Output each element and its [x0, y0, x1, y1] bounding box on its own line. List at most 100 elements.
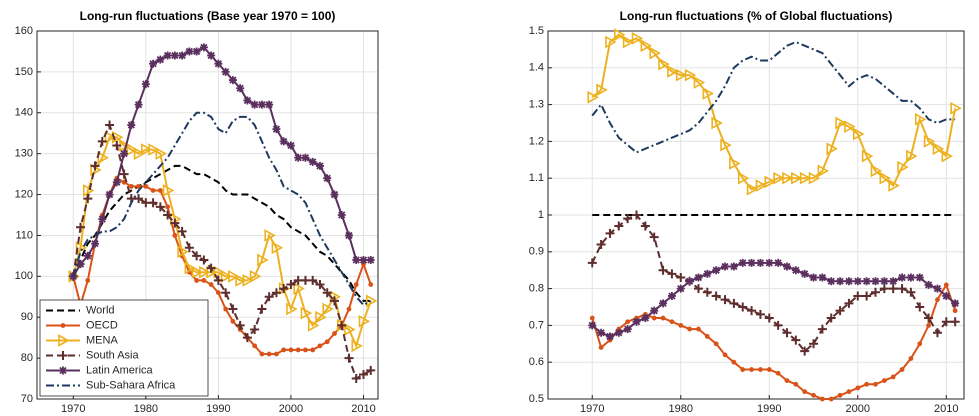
marker [782, 171, 794, 185]
marker [782, 262, 791, 271]
marker [782, 328, 792, 338]
marker [684, 68, 697, 82]
y-tick-label: 1.4 [529, 62, 544, 74]
marker [90, 161, 100, 171]
marker [817, 164, 830, 178]
marker [649, 46, 661, 60]
marker [344, 231, 353, 240]
marker [651, 315, 657, 321]
marker [746, 182, 759, 196]
y-tick-label: 1.3 [529, 99, 544, 111]
marker [836, 277, 845, 286]
marker [308, 275, 318, 285]
marker [659, 299, 668, 308]
marker [808, 171, 821, 185]
marker [587, 258, 597, 268]
x-tick-label: 1980 [134, 403, 158, 415]
marker [773, 320, 783, 330]
marker [83, 251, 92, 260]
marker [950, 317, 960, 327]
marker [206, 263, 216, 273]
marker [623, 325, 632, 334]
marker [675, 68, 688, 82]
marker [941, 317, 951, 327]
marker [323, 174, 332, 183]
series-line [72, 164, 371, 302]
marker [755, 179, 768, 192]
marker [344, 353, 354, 363]
marker [800, 346, 810, 356]
marker [119, 169, 129, 179]
marker [279, 284, 289, 294]
marker [365, 294, 378, 308]
marker [793, 381, 799, 387]
marker [337, 211, 346, 219]
marker [91, 239, 100, 248]
marker [844, 298, 854, 308]
marker [852, 127, 865, 141]
marker [315, 161, 324, 170]
marker [83, 194, 93, 204]
marker [826, 142, 838, 156]
marker [951, 299, 960, 308]
marker [112, 140, 122, 150]
marker [862, 277, 871, 286]
marker [809, 339, 819, 349]
marker [588, 321, 597, 330]
marker [737, 171, 750, 185]
legend-label: Sub-Sahara Africa [86, 379, 176, 391]
marker [358, 369, 368, 379]
marker [155, 202, 165, 212]
marker [614, 28, 626, 42]
marker [747, 306, 757, 316]
marker [112, 178, 121, 187]
marker [332, 331, 337, 336]
marker [678, 323, 684, 328]
marker [243, 96, 252, 105]
x-tick-label: 1970 [61, 403, 85, 415]
marker [658, 57, 670, 71]
marker [223, 306, 229, 312]
marker [214, 59, 223, 68]
marker [871, 277, 880, 286]
marker [279, 137, 288, 146]
marker [729, 262, 738, 271]
marker [596, 83, 608, 97]
marker [266, 351, 272, 357]
marker [774, 258, 783, 267]
marker [308, 157, 317, 166]
marker [932, 328, 942, 338]
marker [669, 319, 675, 325]
marker [835, 116, 847, 130]
marker [888, 179, 900, 192]
marker [873, 381, 878, 387]
marker [104, 130, 117, 144]
marker [307, 319, 320, 332]
marker [191, 265, 204, 279]
marker [640, 221, 650, 231]
marker [641, 314, 650, 323]
legend-label: World [86, 304, 115, 316]
marker [155, 147, 167, 161]
marker [800, 269, 809, 278]
marker [165, 204, 170, 210]
marker [288, 347, 294, 353]
marker [625, 319, 631, 325]
marker [315, 310, 327, 324]
y-tick-label: 140 [15, 107, 33, 119]
marker [112, 130, 124, 144]
marker [721, 262, 730, 271]
marker [310, 347, 316, 353]
x-tick-label: 1970 [580, 403, 604, 415]
marker [317, 343, 323, 349]
marker [784, 378, 790, 383]
marker [897, 160, 909, 174]
marker [141, 80, 150, 89]
marker [127, 121, 136, 130]
marker [76, 260, 85, 269]
legend-box [39, 299, 209, 397]
marker [667, 269, 677, 279]
marker [597, 328, 606, 337]
